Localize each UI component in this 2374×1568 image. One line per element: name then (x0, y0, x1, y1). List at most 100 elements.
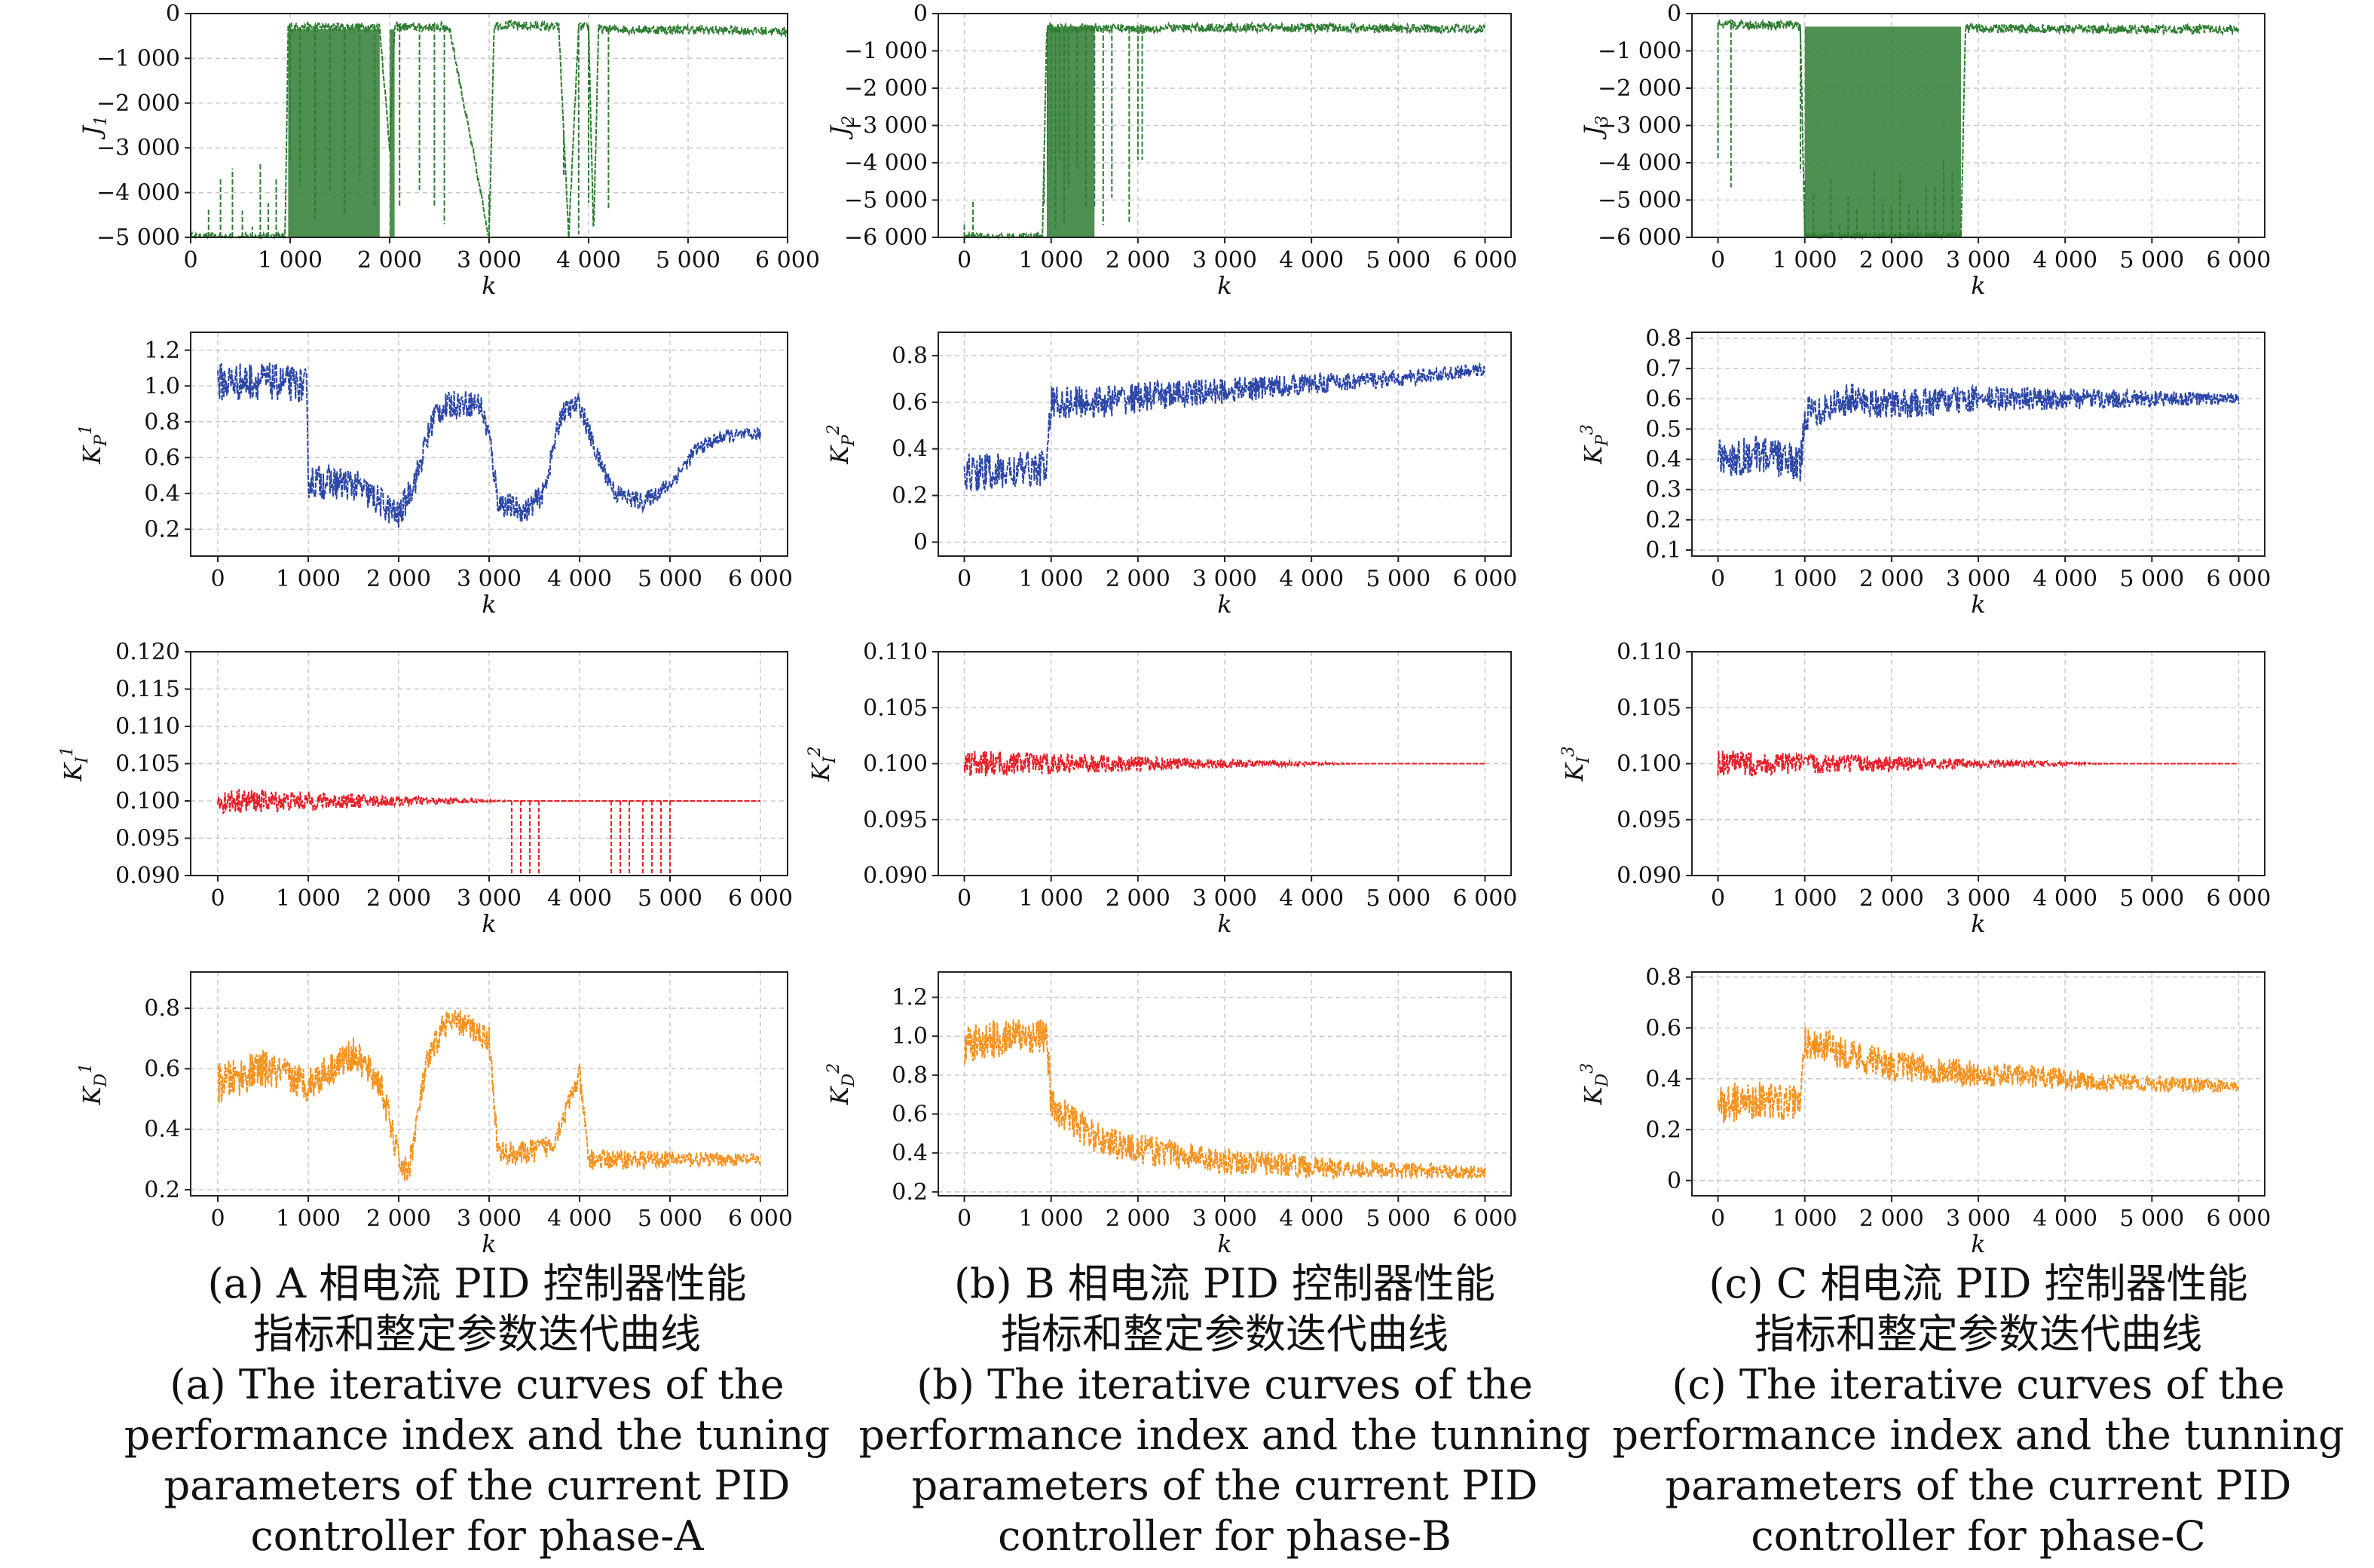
y-tick-label: 0.6 (144, 1056, 180, 1082)
y-axis-label-sub: D (840, 1073, 858, 1087)
y-axis-label-sub: D (1593, 1073, 1612, 1087)
caption-b-en-1: (b) The iterative curves of the (916, 1361, 1533, 1408)
caption-b-en-3: parameters of the current PID (911, 1462, 1538, 1509)
x-axis-label: k (1217, 909, 1231, 938)
chart-J3: 0 1 000 2 000 3 000 4 000 5 000 6 000 −6 000 −5 … (1579, 1, 2271, 300)
caption-a: (a) A 相电流 PID 控制器性能 指标和整定参数迭代曲线 (a) The … (100, 1258, 854, 1561)
y-axis-label: J2 (825, 115, 858, 140)
caption-b-zh-1: (b) B 相电流 PID 控制器性能 (953, 1260, 1495, 1307)
x-tick-label: 5 000 (1366, 566, 1430, 592)
series-dense-region (1046, 26, 1095, 237)
y-tick-label: 0.095 (115, 826, 180, 852)
y-axis-label-sub: P (840, 434, 858, 447)
y-tick-label: 0 (1667, 1, 1681, 27)
x-axis-label: k (1217, 1230, 1231, 1258)
y-tick-label: −5 000 (96, 225, 180, 251)
y-axis-label-sub: D (92, 1073, 111, 1087)
y-tick-label: −2 000 (96, 90, 180, 117)
x-tick-label: 0 (957, 566, 971, 592)
x-tick-label: 3 000 (457, 1206, 522, 1232)
x-tick-label: 2 000 (1859, 247, 1924, 274)
x-tick-label: 4 000 (1279, 885, 1344, 912)
x-tick-label: 2 000 (1859, 566, 1924, 592)
x-tick-label: 5 000 (1366, 247, 1430, 274)
y-axis-label: KP2 (824, 424, 858, 465)
x-tick-label: 5 000 (638, 885, 702, 912)
x-tick-label: 3 000 (457, 247, 522, 274)
y-tick-label: 0 (913, 529, 928, 555)
y-axis-label: KD1 (77, 1063, 111, 1106)
chart-KD2: 0 1 000 2 000 3 000 4 000 5 000 6 000 0.2 0.4 0.6… (824, 971, 1518, 1258)
y-tick-label: 0.6 (144, 445, 180, 471)
y-axis-label-main: K (1579, 1085, 1608, 1105)
x-axis-label: k (1971, 1230, 1985, 1258)
x-tick-label: 2 000 (357, 247, 422, 274)
x-tick-label: 1 000 (258, 247, 323, 274)
y-tick-label: 0.6 (892, 1102, 928, 1128)
x-tick-label: 1 000 (1019, 885, 1084, 912)
y-tick-label: −4 000 (1598, 150, 1681, 176)
y-tick-label: −3 000 (1598, 113, 1681, 139)
x-tick-label: 2 000 (366, 1206, 431, 1232)
series-line-KD1 (217, 1010, 761, 1181)
caption-a-en-3: parameters of the current PID (164, 1462, 791, 1509)
y-axis-label-sub: P (92, 434, 111, 447)
x-tick-label: 6 000 (1453, 247, 1518, 274)
caption-a-en-4: controller for phase-A (250, 1512, 704, 1560)
x-tick-label: 0 (957, 247, 971, 274)
x-tick-label: 4 000 (1279, 566, 1344, 592)
y-axis-label-sup: 1 (77, 424, 96, 435)
chart-KD3: 0 1 000 2 000 3 000 4 000 5 000 6 000 0 0.2 0.4 0.… (1578, 964, 2271, 1258)
x-axis-label: k (1971, 590, 1985, 619)
y-tick-label: −4 000 (844, 150, 928, 176)
y-tick-label: 0.5 (1645, 416, 1681, 442)
x-tick-label: 6 000 (728, 1206, 793, 1232)
x-tick-label: 6 000 (1453, 1206, 1518, 1232)
y-tick-label: 1.2 (144, 338, 180, 364)
x-tick-label: 4 000 (2033, 566, 2097, 592)
x-tick-label: 5 000 (656, 247, 720, 274)
x-tick-label: 4 000 (2033, 885, 2097, 912)
y-axis-label: KP1 (77, 424, 111, 465)
caption-c: (c) C 相电流 PID 控制器性能 指标和整定参数迭代曲线 (c) The … (1602, 1258, 2355, 1561)
y-axis-label-main: J (1579, 124, 1608, 140)
series-line-KD3 (1717, 1026, 2240, 1123)
x-tick-label: 5 000 (2119, 247, 2184, 274)
x-tick-label: 3 000 (1192, 566, 1257, 592)
y-tick-label: 0.110 (1617, 639, 1681, 665)
x-tick-label: 1 000 (1773, 1206, 1837, 1232)
x-tick-label: 3 000 (1946, 1206, 2011, 1232)
y-axis-label-sub: 2 (840, 115, 858, 127)
chart-KD1: 0 1 000 2 000 3 000 4 000 5 000 6 000 0.2 0.4 0.6… (77, 971, 793, 1258)
y-axis-label: KP3 (1578, 424, 1612, 465)
x-tick-label: 6 000 (728, 566, 793, 592)
y-tick-label: 1.2 (892, 985, 928, 1011)
y-tick-label: −3 000 (844, 113, 928, 139)
x-tick-label: 1 000 (1019, 247, 1084, 274)
x-tick-label: 2 000 (1106, 885, 1170, 912)
y-tick-label: 0.8 (1645, 326, 1681, 352)
x-tick-label: 3 000 (1192, 1206, 1257, 1232)
x-tick-label: 6 000 (2207, 885, 2272, 912)
series-line-KI3 (1717, 750, 2239, 777)
x-tick-label: 6 000 (1453, 885, 1518, 912)
x-tick-label: 4 000 (547, 885, 612, 912)
x-tick-label: 0 (1711, 1206, 1725, 1232)
y-tick-label: 0.4 (144, 1117, 180, 1143)
x-tick-label: 4 000 (547, 1206, 612, 1232)
y-axis-label: KI2 (806, 746, 840, 782)
y-tick-label: 0.105 (1617, 695, 1681, 721)
x-tick-label: 0 (210, 566, 225, 592)
caption-c-zh-2: 指标和整定参数迭代曲线 (1754, 1310, 2202, 1358)
y-tick-label: −5 000 (1598, 188, 1681, 214)
y-tick-label: 0.4 (1645, 447, 1681, 473)
y-tick-label: 0.2 (892, 1179, 928, 1206)
y-tick-label: −6 000 (1598, 225, 1681, 251)
y-tick-label: 0.4 (892, 1140, 928, 1166)
series-dense-region (390, 29, 395, 237)
x-tick-label: 1 000 (1773, 885, 1837, 912)
x-tick-label: 1 000 (276, 566, 341, 592)
x-tick-label: 3 000 (1946, 885, 2011, 912)
y-tick-label: 0.4 (1645, 1066, 1681, 1093)
